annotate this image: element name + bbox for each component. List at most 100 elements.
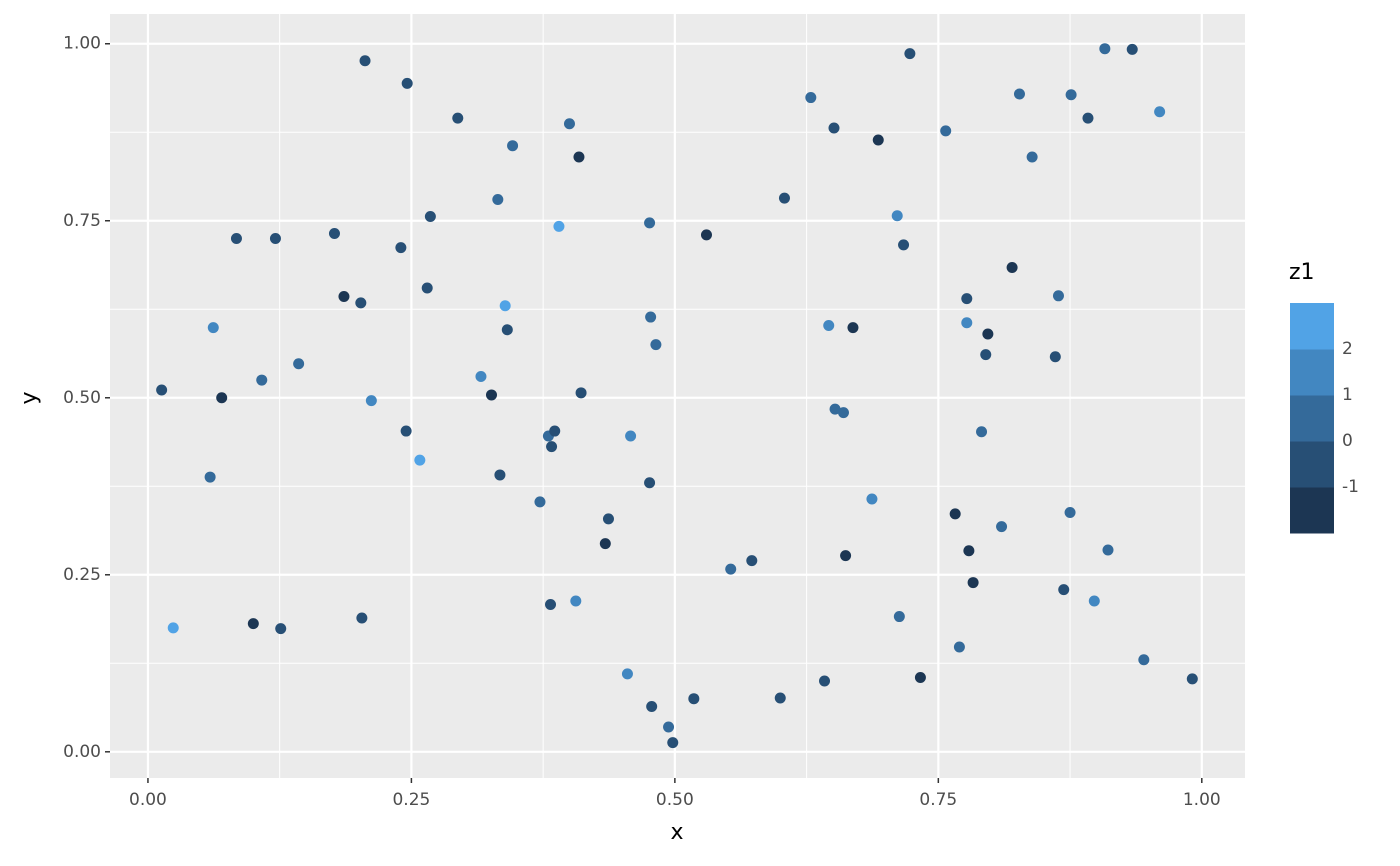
legend-key <box>1290 349 1334 396</box>
point <box>563 118 575 130</box>
point <box>573 151 585 163</box>
point <box>1052 290 1064 302</box>
point <box>866 493 878 505</box>
point <box>837 407 849 419</box>
point <box>328 227 340 239</box>
point <box>1186 673 1198 685</box>
point <box>774 692 786 704</box>
point <box>395 242 407 254</box>
point <box>269 232 281 244</box>
point <box>1102 544 1114 556</box>
legend-label: 2 <box>1342 339 1353 359</box>
point <box>645 311 657 323</box>
point <box>247 618 259 630</box>
y-tick-label: 0.75 <box>63 211 101 231</box>
point <box>1126 43 1138 55</box>
point <box>501 324 513 336</box>
point <box>256 374 268 386</box>
point <box>650 339 662 351</box>
point <box>494 469 506 481</box>
point <box>663 721 675 733</box>
point <box>621 668 633 680</box>
point <box>940 125 952 137</box>
y-axis-title: y <box>17 391 42 404</box>
x-tick-label: 1.00 <box>1183 790 1221 810</box>
point <box>967 577 979 589</box>
point <box>167 622 179 634</box>
point <box>485 389 497 401</box>
point <box>996 521 1008 533</box>
y-tick-label: 0.50 <box>63 388 101 408</box>
point <box>421 282 433 294</box>
point <box>1006 261 1018 273</box>
point <box>204 471 216 483</box>
legend-key <box>1290 395 1334 442</box>
point <box>553 220 565 232</box>
point <box>1013 88 1025 100</box>
point <box>275 623 287 635</box>
point <box>356 612 368 624</box>
point <box>549 425 561 437</box>
point <box>400 425 412 437</box>
point <box>1049 351 1061 363</box>
point <box>424 211 436 223</box>
point <box>507 140 519 152</box>
point <box>293 358 305 370</box>
point <box>1026 151 1038 163</box>
point <box>667 737 679 749</box>
point <box>961 317 973 329</box>
point <box>1058 584 1070 596</box>
point <box>1065 89 1077 101</box>
point <box>216 392 228 404</box>
x-axis-title: x <box>670 820 683 845</box>
point <box>1154 106 1166 118</box>
point <box>599 538 611 550</box>
point <box>625 430 637 442</box>
point <box>1064 506 1076 518</box>
legend-label: 1 <box>1342 385 1353 405</box>
point <box>545 599 557 611</box>
legend-label: 0 <box>1342 431 1353 451</box>
point <box>365 395 377 407</box>
point <box>1082 112 1094 124</box>
point <box>819 675 831 687</box>
point <box>1099 43 1111 55</box>
legend-label: -1 <box>1342 477 1359 497</box>
point <box>840 550 852 562</box>
point <box>475 371 487 383</box>
point <box>898 239 910 251</box>
point <box>823 320 835 332</box>
point <box>646 700 658 712</box>
legend-key <box>1290 441 1334 488</box>
x-tick-label: 0.50 <box>656 790 694 810</box>
legend-key <box>1290 303 1334 350</box>
point <box>492 194 504 206</box>
point <box>805 92 817 104</box>
y-tick-label: 0.00 <box>63 742 101 762</box>
y-tick-label: 1.00 <box>63 34 101 54</box>
point <box>953 641 965 653</box>
point <box>452 112 464 124</box>
x-tick-label: 0.25 <box>392 790 430 810</box>
point <box>338 291 350 303</box>
point <box>644 477 656 489</box>
point <box>829 403 841 415</box>
point <box>359 55 371 67</box>
point <box>414 454 426 466</box>
point <box>156 384 168 396</box>
point <box>700 229 712 241</box>
y-tick-label: 0.25 <box>63 565 101 585</box>
point <box>546 441 558 453</box>
point <box>570 595 582 607</box>
point <box>872 134 884 146</box>
point <box>914 671 926 683</box>
point <box>725 563 737 575</box>
point <box>1088 595 1100 607</box>
point <box>644 217 656 229</box>
point <box>746 555 758 567</box>
point <box>401 77 413 89</box>
point <box>688 693 700 705</box>
point <box>778 192 790 204</box>
x-tick-label: 0.00 <box>129 790 167 810</box>
